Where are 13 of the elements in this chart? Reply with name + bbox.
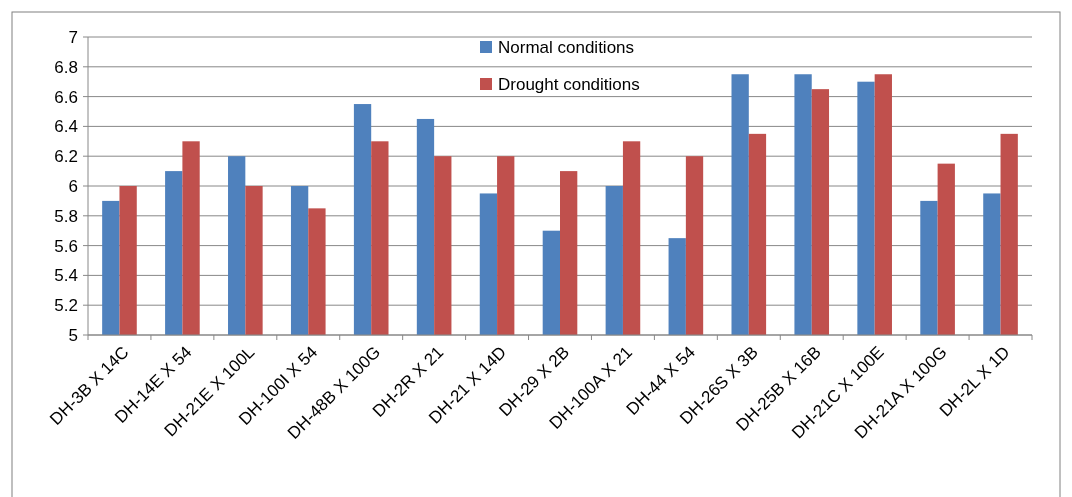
text: 6 (68, 176, 78, 196)
y-tick-label: 5.8 (54, 206, 78, 226)
y-tick-label: 5.2 (54, 296, 78, 316)
legend-label: Normal conditions (498, 37, 635, 57)
y-tick-label: 6.6 (54, 87, 78, 107)
y-tick-label: 6.4 (54, 117, 78, 137)
legend-label: Drought conditions (498, 74, 640, 94)
y-tick-label: 5 (68, 325, 78, 345)
y-tick-label: 5.6 (54, 236, 78, 256)
y-tick-label: 7 (68, 27, 78, 47)
y-tick-label: 5.4 (54, 266, 78, 286)
y-tick-label: 6.2 (54, 147, 78, 167)
y-tick-label: 6.8 (54, 57, 78, 77)
